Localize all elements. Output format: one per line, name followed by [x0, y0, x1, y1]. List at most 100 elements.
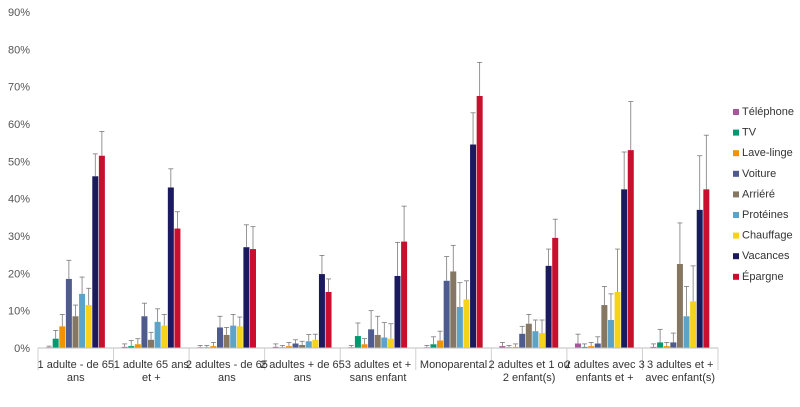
- bar: [161, 325, 168, 348]
- category-label: 1 adulte - de 65 ans: [38, 359, 114, 384]
- bar: [318, 274, 325, 348]
- bar: [594, 343, 601, 348]
- bar: [167, 187, 174, 348]
- category-label: 3 adultes et + avec enfant(s): [645, 359, 715, 384]
- legend-label: Téléphone: [742, 106, 794, 118]
- legend-label: Lave-linge: [742, 147, 793, 159]
- bar: [79, 293, 86, 348]
- bar: [627, 150, 634, 348]
- category-label: 3 adultes et + sans enfant: [345, 359, 411, 384]
- category-label: 2 adultes - de 65 ans: [186, 359, 268, 384]
- y-tick-label: 30%: [8, 231, 30, 243]
- bar: [285, 346, 292, 348]
- bar: [236, 326, 243, 348]
- legend-swatch: [733, 129, 739, 136]
- legend-swatch: [733, 253, 739, 260]
- error-bars: [46, 62, 709, 348]
- bar: [499, 346, 506, 348]
- legend-label: TV: [742, 127, 757, 139]
- bar: [463, 299, 470, 348]
- bar: [588, 346, 595, 348]
- bar: [430, 344, 437, 348]
- legend-label: Protéines: [742, 209, 789, 221]
- bar: [223, 334, 230, 348]
- legend-item: Voiture: [733, 168, 776, 180]
- y-tick-label: 90%: [8, 7, 30, 19]
- bar: [450, 271, 457, 348]
- bar: [539, 333, 546, 348]
- bar: [476, 96, 483, 348]
- bar: [292, 343, 299, 348]
- y-tick-label: 40%: [8, 194, 30, 206]
- bar: [470, 144, 477, 348]
- bar: [312, 339, 319, 348]
- bar: [98, 155, 105, 348]
- legend-item: Arriéré: [733, 188, 775, 200]
- legend-item: Protéines: [733, 209, 789, 221]
- bar: [676, 264, 683, 348]
- bar: [443, 280, 450, 348]
- bar: [85, 305, 92, 348]
- bar: [368, 329, 375, 348]
- bar: [361, 344, 368, 348]
- bar: [581, 346, 588, 348]
- bar: [437, 340, 444, 348]
- legend-label: Vacances: [742, 250, 790, 262]
- bar: [456, 306, 463, 348]
- bar: [703, 189, 710, 348]
- bar: [525, 323, 532, 348]
- bar: [249, 249, 256, 348]
- legend: Téléphone TV Lave-linge Voiture Arriéré Proté…: [733, 106, 794, 283]
- legend-item: Vacances: [733, 250, 790, 262]
- category-label: 2 adultes + de 65 ans: [260, 359, 345, 384]
- y-tick-label: 60%: [8, 119, 30, 131]
- bar: [374, 334, 381, 348]
- bar: [690, 301, 697, 348]
- bar: [141, 316, 148, 348]
- bar: [401, 241, 408, 348]
- y-tick-label: 80%: [8, 44, 30, 56]
- bar: [128, 346, 135, 348]
- bar: [545, 265, 552, 348]
- y-tick-label: 20%: [8, 268, 30, 280]
- bar: [52, 338, 59, 348]
- bar: [512, 346, 519, 348]
- bar: [92, 176, 99, 348]
- bar: [657, 342, 664, 348]
- y-tick-label: 70%: [8, 82, 30, 94]
- bar: [670, 342, 677, 348]
- bar: [387, 338, 394, 348]
- category-label: Monoparental: [420, 359, 487, 371]
- bar: [601, 305, 608, 348]
- bar: [325, 292, 332, 348]
- bar: [243, 247, 250, 348]
- y-axis: 0% 10% 20% 30% 40% 50% 60% 70% 80% 90%: [8, 7, 30, 355]
- bar: [59, 326, 66, 348]
- bar: [272, 346, 279, 348]
- bar: [134, 344, 141, 348]
- legend-item: Épargne: [733, 270, 784, 283]
- bar: [154, 321, 161, 348]
- legend-item: TV: [733, 127, 757, 139]
- bar: [650, 346, 657, 348]
- legend-item: Téléphone: [733, 106, 794, 118]
- y-tick-label: 10%: [8, 306, 30, 318]
- bar: [614, 292, 621, 348]
- legend-swatch: [733, 232, 739, 239]
- bar: [230, 325, 237, 348]
- bar: [381, 337, 388, 348]
- category-label: 2 adultes avec 3 enfants et +: [565, 359, 645, 384]
- bar: [216, 327, 223, 348]
- legend-label: Voiture: [742, 168, 776, 180]
- bars: [46, 96, 710, 348]
- legend-label: Arriéré: [742, 188, 775, 200]
- bar: [121, 346, 128, 348]
- bar: [174, 228, 181, 348]
- bar: [299, 345, 306, 348]
- bar: [394, 275, 401, 348]
- y-tick-label: 0%: [14, 343, 30, 355]
- legend-swatch: [733, 212, 739, 218]
- bar: [148, 339, 155, 348]
